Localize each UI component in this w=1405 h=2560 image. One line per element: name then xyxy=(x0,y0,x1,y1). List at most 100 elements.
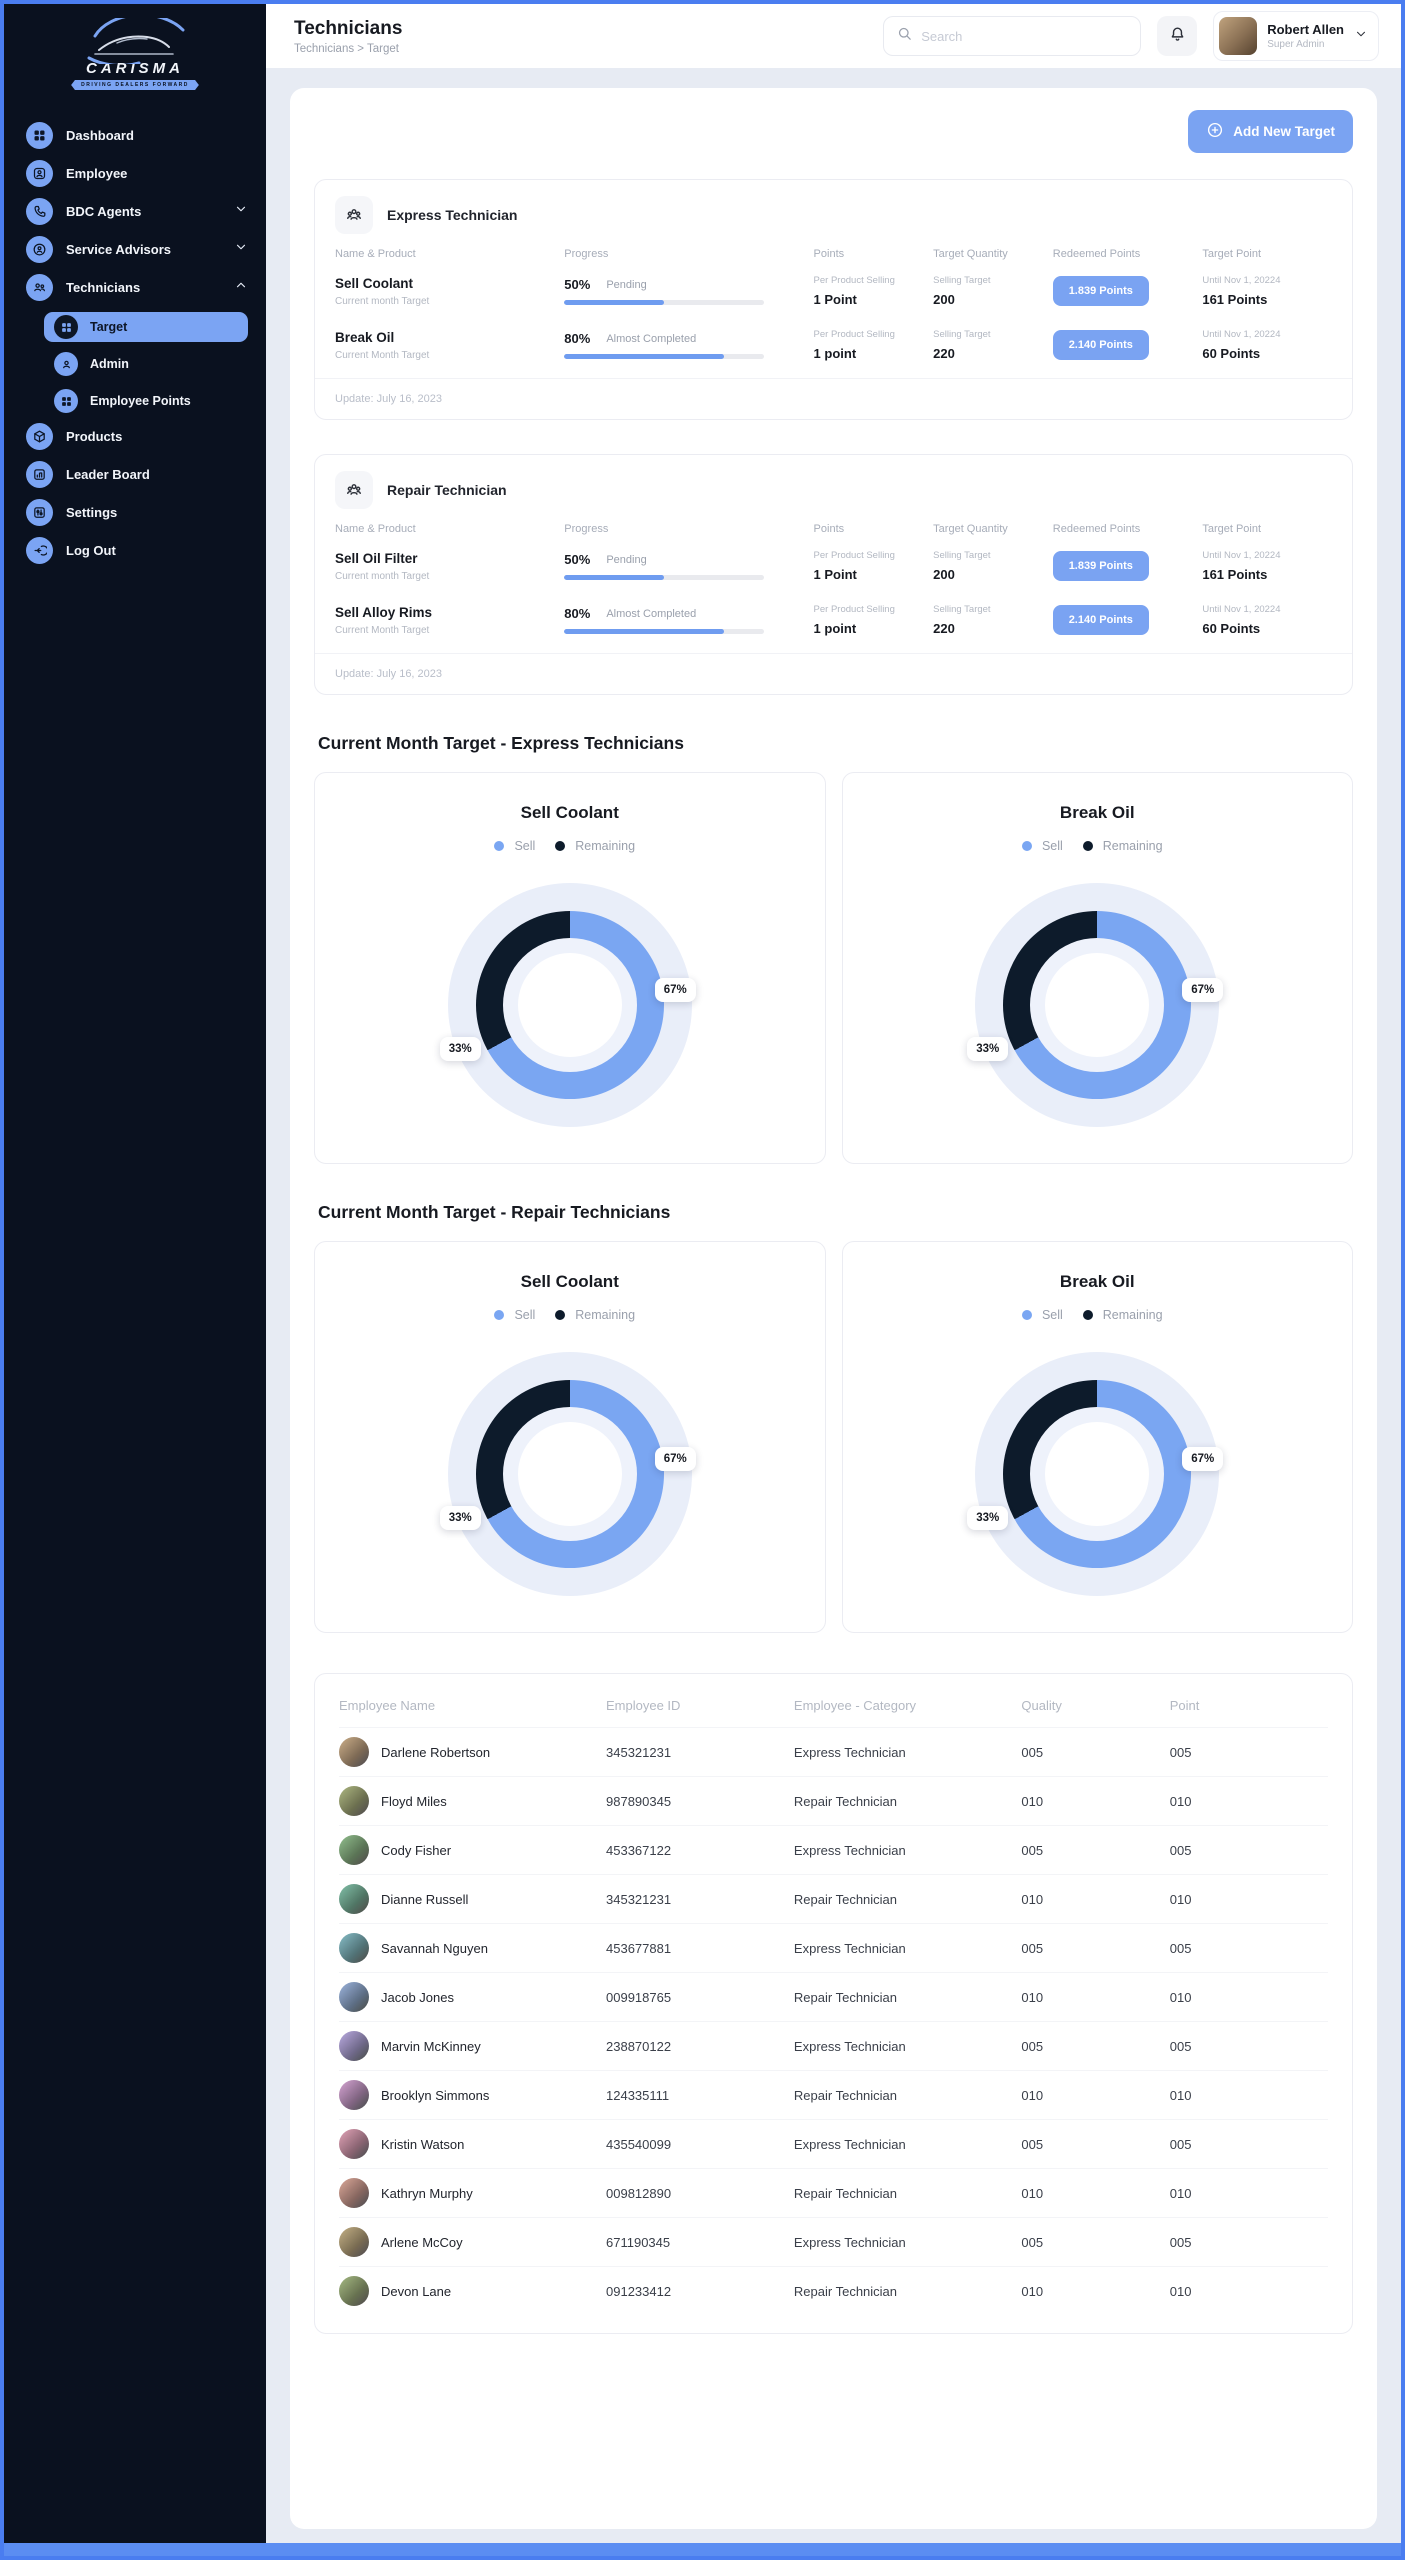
legend-remaining-dot xyxy=(1082,1310,1093,1320)
progress-status: Almost Completed xyxy=(606,332,697,345)
points-value: 1 Point xyxy=(813,567,857,582)
employee-name: Kristin Watson xyxy=(381,2136,465,2152)
content-area: Add New Target Express Technician Name &… xyxy=(266,68,1401,2543)
sidebar-item-target[interactable]: Target xyxy=(44,312,248,342)
progress-status: Almost Completed xyxy=(606,607,697,620)
table-row: Darlene Robertson 345321231 Express Tech… xyxy=(339,1727,1328,1776)
employee-id: 435540099 xyxy=(606,2136,672,2152)
target-points-value: 161 Points xyxy=(1202,567,1268,582)
top-header: Technicians Technicians > Target Robert … xyxy=(266,4,1401,68)
employee-point: 010 xyxy=(1169,2087,1192,2103)
quantity-value: 220 xyxy=(933,346,955,361)
target-table-header: Name & Product Progress Points Target Quant… xyxy=(335,248,1262,260)
brand-name: CARISMA xyxy=(86,60,184,77)
chart-card: Sell Coolant Sell Remaining 67% 33% xyxy=(314,772,826,1164)
until-date: Until Nov 1, 20224 xyxy=(1202,329,1281,340)
quantity-caption: Selling Target xyxy=(933,550,991,561)
donut-sell-value: 67% xyxy=(654,978,696,1003)
table-row: Devon Lane 091233412 Repair Technician 0… xyxy=(339,2266,1328,2315)
employee-avatar xyxy=(339,2080,369,2110)
notifications-button[interactable] xyxy=(1157,16,1198,56)
section-title-repair: Current Month Target - Repair Technician… xyxy=(318,1202,671,1222)
table-row: Kathryn Murphy 009812890 Repair Technici… xyxy=(339,2168,1328,2217)
main-panel: Add New Target Express Technician Name &… xyxy=(290,88,1377,2529)
target-grid-icon xyxy=(54,315,78,339)
update-date: Update: July 16, 2023 xyxy=(335,393,443,405)
employee-quality: 010 xyxy=(1021,2283,1044,2299)
sidebar-item-employee[interactable]: Employee xyxy=(26,160,248,187)
table-row: Savannah Nguyen 453677881 Express Techni… xyxy=(339,1923,1328,1972)
products-cube-icon xyxy=(26,423,53,450)
points-value: 1 point xyxy=(813,621,857,636)
employee-id: 345321231 xyxy=(606,1744,672,1760)
sidebar-item-leader-board[interactable]: Leader Board xyxy=(26,461,248,488)
progress-status: Pending xyxy=(606,278,647,291)
employee-name: Arlene McCoy xyxy=(381,2234,463,2250)
employee-avatar xyxy=(339,2178,369,2208)
points-caption: Per Product Selling xyxy=(813,550,895,561)
chart-card: Sell Coolant Sell Remaining 67% 33% xyxy=(314,1241,826,1633)
legend-remaining-dot xyxy=(555,841,566,851)
legend-sell-dot xyxy=(1021,1310,1032,1320)
sidebar-item-settings[interactable]: Settings xyxy=(26,499,248,526)
sidebar-item-products[interactable]: Products xyxy=(26,423,248,450)
legend-remaining-label: Remaining xyxy=(575,839,636,853)
chart-card: Break Oil Sell Remaining 67% 33% xyxy=(841,772,1353,1164)
employee-points-icon xyxy=(54,389,78,413)
employee-point: 005 xyxy=(1169,2136,1192,2152)
points-caption: Per Product Selling xyxy=(813,604,895,615)
employee-avatar xyxy=(339,2276,369,2306)
redeemed-points-chip[interactable]: 2.140 Points xyxy=(1052,605,1149,635)
sidebar-item-employee-points[interactable]: Employee Points xyxy=(44,386,248,416)
sidebar-item-label: Settings xyxy=(66,505,118,520)
employee-category: Express Technician xyxy=(793,2234,906,2250)
sidebar-nav: Dashboard Employee BDC Agents Service Ad… xyxy=(4,104,266,575)
chart-legend: Sell Remaining xyxy=(1021,839,1173,853)
table-row: Cody Fisher 453367122 Express Technician… xyxy=(339,1825,1328,1874)
employee-category: Repair Technician xyxy=(793,1891,898,1907)
quantity-caption: Selling Target xyxy=(933,275,991,286)
employee-id: 987890345 xyxy=(606,1793,672,1809)
product-subtitle: Current Month Target xyxy=(335,349,430,361)
chart-card: Break Oil Sell Remaining 67% 33% xyxy=(841,1241,1353,1633)
points-value: 1 Point xyxy=(813,292,857,307)
legend-sell-dot xyxy=(494,841,505,851)
redeemed-points-chip[interactable]: 2.140 Points xyxy=(1052,330,1149,360)
employee-category: Repair Technician xyxy=(793,2087,898,2103)
progress-percent: 50% xyxy=(564,552,591,567)
add-new-target-button[interactable]: Add New Target xyxy=(1188,110,1353,153)
sidebar-item-technicians[interactable]: Technicians xyxy=(26,274,248,301)
employee-quality: 005 xyxy=(1021,2136,1044,2152)
search-box[interactable] xyxy=(883,16,1142,56)
table-row: Kristin Watson 435540099 Express Technic… xyxy=(339,2119,1328,2168)
employee-point: 005 xyxy=(1169,1744,1192,1760)
chart-title: Break Oil xyxy=(1059,803,1135,822)
target-points-value: 60 Points xyxy=(1202,621,1261,636)
phone-icon xyxy=(26,198,53,225)
quantity-value: 220 xyxy=(933,621,955,636)
redeemed-points-chip[interactable]: 1.839 Points xyxy=(1052,276,1149,306)
chevron-down-icon xyxy=(1354,27,1368,46)
progress-percent: 80% xyxy=(564,606,591,621)
sidebar-item-dashboard[interactable]: Dashboard xyxy=(26,122,248,149)
sidebar-item-label: Products xyxy=(66,429,123,444)
employee-category: Express Technician xyxy=(793,2136,906,2152)
sidebar-item-service-advisors[interactable]: Service Advisors xyxy=(26,236,248,263)
donut-chart: 67% 33% xyxy=(967,1352,1224,1596)
quantity-caption: Selling Target xyxy=(933,329,991,340)
sidebar-item-log-out[interactable]: Log Out xyxy=(26,537,248,564)
employee-avatar xyxy=(339,2227,369,2257)
sidebar-item-bdc-agents[interactable]: BDC Agents xyxy=(26,198,248,225)
employee-category: Repair Technician xyxy=(793,2283,898,2299)
sidebar-item-admin[interactable]: Admin xyxy=(44,349,248,379)
employee-point: 005 xyxy=(1169,1940,1192,1956)
redeemed-points-chip[interactable]: 1.839 Points xyxy=(1052,551,1149,581)
until-date: Until Nov 1, 20224 xyxy=(1202,275,1281,286)
employee-id: 671190345 xyxy=(606,2234,671,2250)
profile-menu[interactable]: Robert Allen Super Admin xyxy=(1213,11,1379,61)
employee-quality: 010 xyxy=(1021,2087,1044,2103)
employee-category: Repair Technician xyxy=(793,2185,898,2201)
donut-sell-value: 67% xyxy=(1182,1447,1224,1472)
search-input[interactable] xyxy=(921,28,1129,44)
chart-legend: Sell Remaining xyxy=(494,1308,645,1322)
